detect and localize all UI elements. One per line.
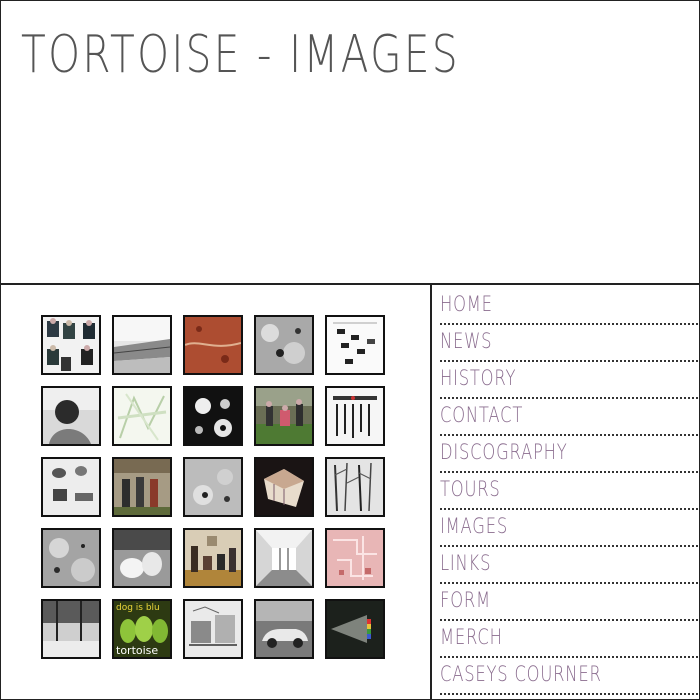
nav-label: HISTORY <box>440 366 517 390</box>
nav-item-history[interactable]: HISTORY <box>440 362 698 399</box>
thumbnail-gray-mottle[interactable] <box>41 528 101 588</box>
nav-label: CASEYS COURNER <box>440 662 602 686</box>
nav-label: TOURS <box>440 477 501 501</box>
gray-blobs-image <box>256 317 312 373</box>
thumbnail-person-bw[interactable] <box>41 386 101 446</box>
thumbnail-winter-trees[interactable] <box>325 457 385 517</box>
gray-mottle-image <box>43 530 99 586</box>
pink-circuit-image <box>327 530 383 586</box>
thumbnail-warehouse-bw[interactable] <box>41 599 101 659</box>
main-nav: HOME NEWS HISTORY CONTACT DISCOGRAPHY TO… <box>440 288 698 695</box>
green-album-image: dog is blu tortoise <box>114 601 170 657</box>
dark-collage-image <box>185 388 241 444</box>
band-outdoor-image <box>256 388 312 444</box>
thumbnail-pink-circuit[interactable] <box>325 528 385 588</box>
thumbnail-prism-dark[interactable] <box>325 599 385 659</box>
thumbnail-hall-bw[interactable] <box>254 528 314 588</box>
nav-item-caseys-courner[interactable]: CASEYS COURNER <box>440 658 698 695</box>
band-indoor-image <box>185 530 241 586</box>
nav-item-form[interactable]: FORM <box>440 584 698 621</box>
diagram-print-image <box>327 317 383 373</box>
thumbnail-band-collage[interactable] <box>41 315 101 375</box>
thumbnail-green-sketch[interactable] <box>112 386 172 446</box>
thumbnail-car-bw[interactable] <box>254 599 314 659</box>
thumbnail-gray-blobs[interactable] <box>254 315 314 375</box>
prism-dark-image <box>327 601 383 657</box>
nav-item-discography[interactable]: DISCOGRAPHY <box>440 436 698 473</box>
thumbnail-sketch-bw[interactable] <box>183 599 243 659</box>
thumbnail-rust-texture[interactable] <box>183 315 243 375</box>
thumbnail-gray-spots[interactable] <box>183 457 243 517</box>
nav-label: CONTACT <box>440 403 524 427</box>
white-stuff-image <box>114 530 170 586</box>
page-title: TORTOISE - IMAGES <box>21 25 460 85</box>
thumbnail-white-stuff[interactable] <box>112 528 172 588</box>
thumbnail-dark-collage[interactable] <box>183 386 243 446</box>
cube-dark-image <box>256 459 312 515</box>
gray-spots-image <box>185 459 241 515</box>
person-bw-image <box>43 388 99 444</box>
nav-item-tours[interactable]: TOURS <box>440 473 698 510</box>
car-bw-image <box>256 601 312 657</box>
album-text-top: dog is blu <box>116 603 160 613</box>
nav-label: MERCH <box>440 625 503 649</box>
winter-trees-image <box>327 459 383 515</box>
thumbnail-diagram-print[interactable] <box>325 315 385 375</box>
image-gallery: dog is blu tortoise <box>1 285 430 699</box>
green-sketch-image <box>114 388 170 444</box>
column-divider <box>430 285 432 699</box>
hall-bw-image <box>256 530 312 586</box>
nav-label: IMAGES <box>440 514 509 538</box>
album-text-bottom: tortoise <box>116 644 158 657</box>
thumbnail-green-album[interactable]: dog is blu tortoise <box>112 599 172 659</box>
gray-landscape-image <box>114 317 170 373</box>
warehouse-bw-image <box>43 601 99 657</box>
objects-bw-image <box>43 459 99 515</box>
nav-item-contact[interactable]: CONTACT <box>440 399 698 436</box>
sketch-bw-image <box>185 601 241 657</box>
nav-label: LINKS <box>440 551 492 575</box>
nav-item-links[interactable]: LINKS <box>440 547 698 584</box>
thumbnail-gray-landscape[interactable] <box>112 315 172 375</box>
nav-item-home[interactable]: HOME <box>440 288 698 325</box>
thumbnail-tools-print[interactable] <box>325 386 385 446</box>
nav-item-images[interactable]: IMAGES <box>440 510 698 547</box>
nav-label: FORM <box>440 588 491 612</box>
thumbnail-cube-dark[interactable] <box>254 457 314 517</box>
nav-item-merch[interactable]: MERCH <box>440 621 698 658</box>
tools-print-image <box>327 388 383 444</box>
thumbnail-band-sepia[interactable] <box>112 457 172 517</box>
thumbnail-band-outdoor[interactable] <box>254 386 314 446</box>
rust-texture-image <box>185 317 241 373</box>
band-sepia-image <box>114 459 170 515</box>
thumbnail-objects-bw[interactable] <box>41 457 101 517</box>
nav-label: NEWS <box>440 329 493 353</box>
band-collage-image <box>43 317 99 373</box>
nav-label: DISCOGRAPHY <box>440 440 568 464</box>
header: TORTOISE - IMAGES <box>1 1 699 285</box>
nav-item-news[interactable]: NEWS <box>440 325 698 362</box>
thumbnail-band-indoor[interactable] <box>183 528 243 588</box>
nav-label: HOME <box>440 292 493 316</box>
